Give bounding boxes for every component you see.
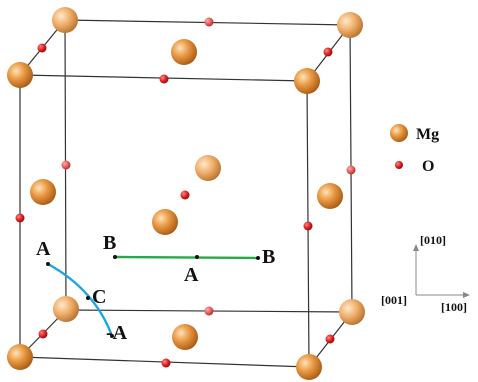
label-a-top: A [36, 238, 51, 260]
oxygen-atom [37, 43, 47, 53]
path-node [195, 255, 199, 259]
axis-001-label: [001] [381, 293, 407, 307]
magnesium-atom [52, 7, 78, 33]
oxygen-atom [159, 74, 169, 84]
magnesium-atom [7, 344, 33, 370]
label-a-center: A [184, 264, 199, 286]
magnesium-atom [317, 183, 343, 209]
path-bb [113, 255, 260, 260]
axis-100-arrowhead [463, 292, 470, 298]
label-c: C [92, 286, 106, 308]
path-node [86, 296, 90, 300]
oxygen-atom [61, 160, 71, 170]
axis-100-label: [100] [441, 300, 467, 314]
magnesium-atom [53, 296, 79, 322]
oxygen-atom [15, 213, 25, 223]
oxygen-atom [303, 221, 313, 231]
magnesium-atom [337, 12, 363, 38]
oxygen-atom [204, 17, 214, 27]
axis-010-label: [010] [420, 233, 446, 247]
front-atoms [7, 62, 322, 380]
oxygen-atom [161, 358, 171, 368]
back-corner-atoms [52, 7, 363, 38]
legend-o-label: O [422, 158, 434, 175]
oxygen-atom [204, 306, 214, 316]
legend: Mg O [390, 124, 439, 175]
legend-o-swatch [395, 161, 403, 169]
label-a-bottom: -A [106, 322, 128, 344]
axis-010-arrowhead [413, 244, 419, 251]
path-b-a-b [114, 255, 259, 260]
magnesium-atom [339, 299, 365, 325]
path-labels: A C -A B B A [36, 232, 275, 344]
path-node [256, 256, 260, 260]
path-node [113, 255, 117, 259]
path-node [46, 262, 50, 266]
magnesium-atom [294, 68, 320, 94]
path-ac [46, 262, 114, 338]
oxygen-atom [323, 47, 333, 57]
magnesium-atom [30, 179, 56, 205]
legend-mg-swatch [390, 124, 408, 142]
oxygen-atom [325, 334, 335, 344]
legend-mg-label: Mg [416, 126, 439, 143]
oxygen-atom [38, 329, 48, 339]
magnesium-atom [152, 209, 178, 235]
oxygen-atom [346, 165, 356, 175]
label-b-right: B [262, 246, 275, 268]
magnesium-atom [296, 354, 322, 380]
middle-atoms [30, 39, 343, 350]
label-b-left: B [103, 232, 116, 254]
path-node [110, 334, 114, 338]
back-atoms [53, 17, 365, 325]
path-a-c-a [47, 262, 114, 337]
axis-indicator: [010] [100] [001] [381, 233, 470, 314]
magnesium-atom [171, 39, 197, 65]
magnesium-atom [7, 62, 33, 88]
oxygen-atom [180, 190, 190, 200]
magnesium-atom [172, 324, 198, 350]
magnesium-atom [195, 155, 221, 181]
